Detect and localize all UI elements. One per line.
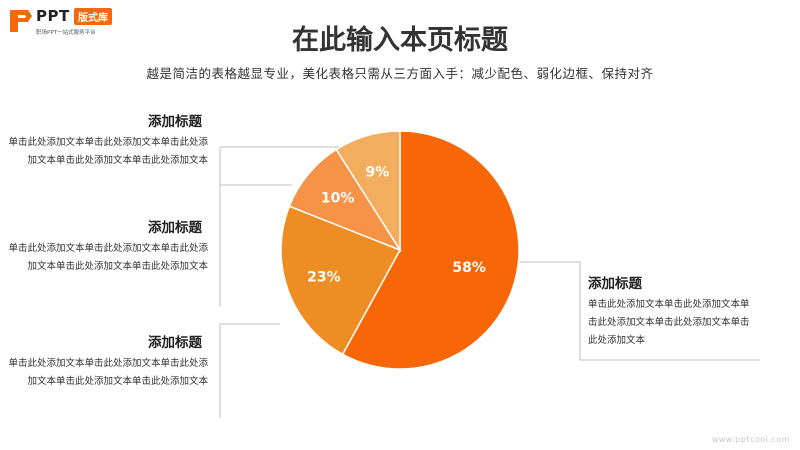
pie-labels: 58% 23% 10% 9% [307, 164, 486, 285]
block-title: 添加标题 [148, 114, 202, 130]
text-block-2: 添加标题 单击此处添加文本单击此处添加文本单击此处添加文本单击此处添加文本单击此… [8, 218, 208, 276]
callout-line-4 [519, 261, 760, 361]
text-block-3: 添加标题 单击此处添加文本单击此处添加文本单击此处添加文本单击此处添加文本单击此… [8, 333, 208, 391]
block-title: 添加标题 [148, 335, 202, 351]
block-title: 添加标题 [588, 276, 642, 292]
pie-label-1: 58% [452, 260, 486, 276]
text-block-4: 添加标题 单击此处添加文本单击此处添加文本单击此处添加文本单击此处添加文本单击此… [588, 274, 753, 350]
logo: PPT 版式库 职场PPT一站式服务平台 [8, 6, 158, 40]
pie-slice-2 [280, 205, 402, 356]
logo-icon [10, 10, 32, 32]
pie-slices [280, 130, 520, 370]
callout-lines [219, 146, 760, 418]
watermark: www.pptcool.com [711, 435, 790, 444]
block-text: 单击此处添加文本单击此处添加文本单击此处添加文本单击此处添加文本单击此处添加文本 [8, 243, 208, 272]
pie-label-2: 23% [307, 269, 341, 285]
block-title: 添加标题 [148, 220, 202, 236]
logo-badge: 版式库 [74, 8, 112, 25]
page-title: 在此输入本页标题 [292, 25, 508, 56]
pie-slice-1 [341, 130, 520, 370]
pie-label-3: 10% [321, 190, 355, 206]
pie-label-4: 9% [366, 164, 390, 180]
block-text: 单击此处添加文本单击此处添加文本单击此处添加文本单击此处添加文本单击此处添加文本 [8, 358, 208, 387]
page-subtitle: 越是简洁的表格越显专业，美化表格只需从三方面入手：减少配色、弱化边框、保持对齐 [146, 66, 654, 81]
block-text: 单击此处添加文本单击此处添加文本单击此处添加文本单击此处添加文本单击此处添加文本 [588, 299, 750, 346]
text-block-1: 添加标题 单击此处添加文本单击此处添加文本单击此处添加文本单击此处添加文本单击此… [8, 112, 208, 170]
logo-subtitle: 职场PPT一站式服务平台 [36, 30, 96, 36]
block-text: 单击此处添加文本单击此处添加文本单击此处添加文本单击此处添加文本单击此处添加文本 [8, 137, 208, 166]
logo-text: PPT [36, 7, 70, 25]
pie-slice-4 [335, 130, 401, 253]
pie-slice-3 [288, 148, 402, 252]
